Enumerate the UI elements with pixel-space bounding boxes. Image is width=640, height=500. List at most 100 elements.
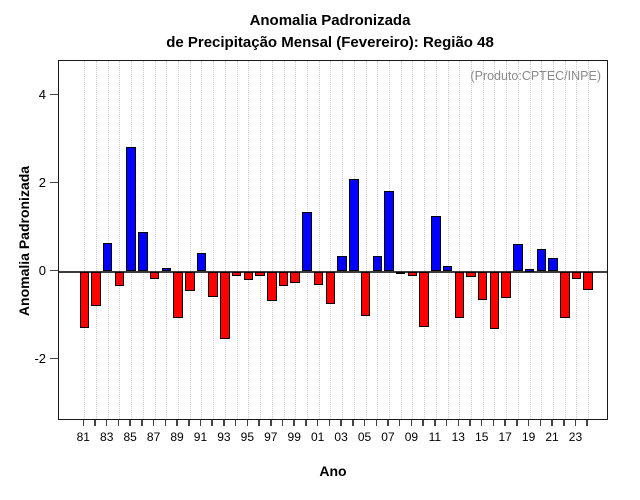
chart-title-line1: Anomalia Padronizada [249,12,411,29]
gridline [295,61,297,419]
x-tick-label: 85 [123,430,137,444]
y-tick-label: 0 [38,262,46,278]
x-tick [352,420,354,426]
x-tick [293,420,295,426]
gridline [541,61,543,419]
x-tick-label: 01 [310,430,325,444]
chart-title-line2: de Precipitação Mensal (Fevereiro): Regi… [166,34,494,51]
plot-area: (Produto:CPTEC/INPE) [58,60,608,420]
bar-85 [126,147,136,272]
bar-22 [560,271,570,318]
y-axis-title: Anomalia Padronizada [16,165,32,317]
gridline [107,61,109,419]
x-tick [398,420,401,426]
x-tick [141,420,143,426]
gridline [447,61,449,419]
gridline [459,61,461,419]
gridline [342,61,344,419]
bar-15 [477,271,488,300]
x-tick [223,420,225,426]
gridline [564,61,566,419]
x-tick [199,420,202,426]
gridline [365,61,367,419]
bar-06 [372,256,382,272]
gridline [189,61,191,419]
x-tick [328,420,331,426]
bar-10 [419,271,429,327]
bar-82 [91,271,101,306]
gridline [529,61,531,419]
x-tick [234,420,237,426]
bar-07 [384,190,394,272]
gridline [482,61,484,419]
bar-88 [161,268,172,272]
gridline [318,61,320,419]
x-tick-label: 19 [521,430,536,444]
x-tick-label: 81 [76,430,90,444]
x-tick [375,420,377,426]
x-tick-label: 87 [146,430,161,444]
gridline [166,61,168,419]
bar-92 [208,271,218,298]
x-tick-label: 89 [170,430,184,444]
x-tick-label: 97 [264,430,278,444]
x-tick [164,420,167,426]
bar-05 [360,271,371,317]
y-tick [50,357,58,360]
bar-04 [349,179,359,272]
gridline [330,61,332,419]
bar-11 [431,215,441,272]
x-tick-label: 99 [287,430,301,444]
bar-81 [79,271,90,328]
y-tick-label: -2 [34,350,46,366]
bar-00 [302,211,312,272]
x-tick [340,420,342,426]
x-tick [516,420,518,426]
y-tick [50,93,58,96]
gridline [506,61,508,419]
bar-17 [501,271,511,298]
x-tick [422,420,424,426]
x-tick-label: 13 [451,430,465,444]
bar-91 [196,253,207,272]
x-tick-label: 07 [381,430,395,444]
x-tick [211,420,213,426]
x-tick [539,420,542,426]
bar-02 [325,271,336,305]
x-tick [270,420,272,426]
x-axis-title: Ano [319,463,347,479]
x-tick-label: 93 [217,430,231,444]
x-tick-label: 03 [334,430,348,444]
chart-title: Anomalia Padronizada de Precipitação Men… [0,10,640,54]
x-tick [82,420,85,426]
bar-94 [231,271,242,276]
x-tick-label: 95 [240,430,255,444]
x-tick [94,420,96,426]
bar-13 [454,271,465,319]
x-tick [480,420,483,426]
bar-16 [489,271,500,329]
gridline [178,61,180,419]
gridline [576,61,578,419]
x-tick [504,420,506,426]
gridline [271,61,273,419]
gridline [553,61,555,419]
x-tick [387,420,389,426]
bar-12 [442,266,453,272]
bar-89 [173,271,183,318]
gridline [154,61,156,419]
x-tick-label: 91 [193,430,208,444]
bar-09 [407,271,418,277]
x-tick [246,420,249,426]
bar-96 [255,271,265,276]
x-tick [188,420,190,426]
y-tick [50,269,58,272]
x-tick [551,420,553,426]
x-tick [176,420,178,426]
bar-18 [513,244,523,272]
bar-21 [548,258,558,272]
x-tick [563,420,565,426]
gridline [400,61,402,419]
x-tick [117,420,120,426]
x-tick [445,420,448,426]
